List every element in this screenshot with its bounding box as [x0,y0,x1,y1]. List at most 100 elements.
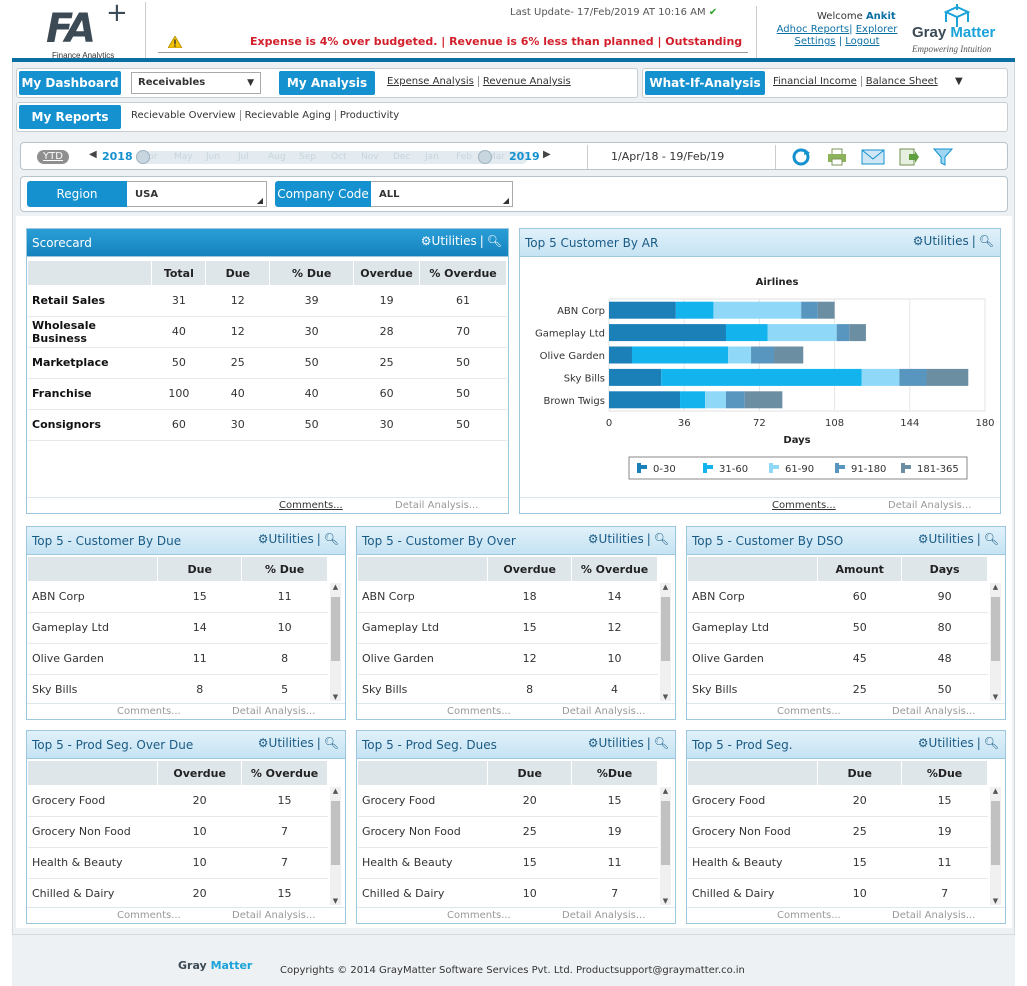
comments-link[interactable]: Comments... [117,910,181,921]
range-end-handle[interactable] [478,150,492,164]
table-scroll-area[interactable]: Due %Due Grocery Food 20 15 Grocery Non Foo… [687,761,1005,907]
table-row[interactable]: Olive Garden 45 48 [688,643,988,675]
company-code-select[interactable]: ALL ◢ [371,181,513,207]
scroll-up-icon[interactable]: ▲ [332,787,339,795]
utilities-menu[interactable]: ⚙Utilities | 🔍︎ [917,736,999,750]
table-row[interactable]: Retail Sales 31 12 39 19 61 [28,285,507,317]
utilities-menu[interactable]: ⚙Utilities | 🔍︎ [912,234,994,248]
detail-analysis-link[interactable]: Detail Analysis... [892,910,976,921]
fa-logo[interactable]: FA + Finance Analytics [34,0,134,60]
utilities-menu[interactable]: ⚙Utilities | 🔍︎ [420,234,502,248]
detail-analysis-link[interactable]: Detail Analysis... [892,706,976,717]
scroll-down-icon[interactable]: ▼ [992,693,999,701]
month-slider[interactable]: Apr May Jun Jul Aug Sep Oct Nov Dec Jan … [136,150,528,164]
link-settings[interactable]: Settings [794,36,836,47]
link-adhoc-reports[interactable]: Adhoc Reports [776,24,850,35]
table-row[interactable]: Sky Bills 8 5 [28,674,328,703]
link-recievable-overview[interactable]: Recievable Overview [127,110,241,121]
table-row[interactable]: Health & Beauty 15 11 [688,847,988,879]
zoom-icon[interactable]: 🔍︎ [323,736,339,750]
more-dropdown-icon[interactable]: ▼ [955,76,963,87]
prev-year-icon[interactable]: ◀ [89,149,97,160]
scroll-up-icon[interactable]: ▲ [662,583,669,591]
detail-analysis-link[interactable]: Detail Analysis... [562,910,646,921]
my-analysis-button[interactable]: My Analysis [279,71,375,95]
scroll-down-icon[interactable]: ▼ [332,693,339,701]
table-row[interactable]: Wholesale Business 40 12 30 28 70 [28,316,507,348]
table-scroll-area[interactable]: Amount Days ABN Corp 60 90 Gameplay Ltd 50 80… [687,557,1005,703]
table-row[interactable]: Health & Beauty 15 11 [358,847,658,879]
link-revenue-analysis[interactable]: Revenue Analysis [482,76,571,87]
scroll-down-icon[interactable]: ▼ [992,897,999,905]
table-row[interactable]: Marketplace 50 25 50 25 50 [28,347,507,379]
zoom-icon[interactable]: 🔍︎ [323,532,339,546]
scroll-thumb[interactable] [331,597,340,661]
range-start-handle[interactable] [136,150,150,164]
scrollbar[interactable]: ▲ ▼ [990,583,1001,701]
scroll-down-icon[interactable]: ▼ [662,693,669,701]
filter-icon[interactable] [933,148,953,166]
link-logout[interactable]: Logout [845,36,880,47]
region-select[interactable]: USA ◢ [127,181,267,207]
scroll-thumb[interactable] [661,801,670,865]
zoom-icon[interactable]: 🔍︎ [983,532,999,546]
table-row[interactable]: Grocery Food 20 15 [358,785,658,817]
print-icon[interactable] [827,148,847,166]
scrollbar[interactable]: ▲ ▼ [990,787,1001,905]
scroll-up-icon[interactable]: ▲ [992,583,999,591]
scroll-down-icon[interactable]: ▼ [332,897,339,905]
comments-link[interactable]: Comments... [777,910,841,921]
table-scroll-area[interactable]: Due % Due ABN Corp 15 11 Gameplay Ltd 14 10 Ol… [27,557,345,703]
table-scroll-area[interactable]: Overdue % Overdue ABN Corp 18 14 Gameplay L… [357,557,675,703]
table-row[interactable]: Gameplay Ltd 50 80 [688,612,988,644]
refresh-icon[interactable] [791,148,811,166]
utilities-menu[interactable]: ⚙Utilities | 🔍︎ [587,532,669,546]
table-row[interactable]: Olive Garden 11 8 [28,643,328,675]
utilities-menu[interactable]: ⚙Utilities | 🔍︎ [587,736,669,750]
table-row[interactable]: Gameplay Ltd 15 12 [358,612,658,644]
table-row[interactable]: Grocery Food 20 15 [688,785,988,817]
table-row[interactable]: Grocery Non Food 25 19 [358,816,658,848]
utilities-menu[interactable]: ⚙Utilities | 🔍︎ [917,532,999,546]
scroll-thumb[interactable] [991,801,1000,865]
table-row[interactable]: Consignors 60 30 50 30 50 [28,409,507,441]
link-expense-analysis[interactable]: Expense Analysis [383,76,479,87]
link-balance-sheet[interactable]: Balance Sheet [865,76,938,87]
table-row[interactable]: Grocery Non Food 25 19 [688,816,988,848]
zoom-icon[interactable]: 🔍︎ [486,234,502,248]
table-row[interactable]: Sky Bills 25 50 [688,674,988,703]
table-row[interactable]: Chilled & Dairy 10 7 [688,878,988,907]
scroll-thumb[interactable] [661,597,670,661]
table-row[interactable]: Grocery Food 20 15 [28,785,328,817]
scroll-thumb[interactable] [991,597,1000,661]
zoom-icon[interactable]: 🔍︎ [983,736,999,750]
my-reports-button[interactable]: My Reports [19,105,121,129]
link-productivity[interactable]: Productivity [339,110,400,121]
table-row[interactable]: Chilled & Dairy 10 7 [358,878,658,907]
ytd-toggle[interactable]: YTD [37,150,69,164]
comments-link[interactable]: Comments... [772,500,836,511]
table-row[interactable]: Gameplay Ltd 14 10 [28,612,328,644]
dashboard-select[interactable]: Receivables ▼ [131,72,261,94]
comments-link[interactable]: Comments... [777,706,841,717]
export-icon[interactable] [899,148,919,166]
zoom-icon[interactable]: 🔍︎ [978,234,994,248]
detail-analysis-link[interactable]: Detail Analysis... [232,910,316,921]
table-scroll-area[interactable]: Overdue % Overdue Grocery Food 20 15 Grocer… [27,761,345,907]
scrollbar[interactable]: ▲ ▼ [330,583,341,701]
table-row[interactable]: ABN Corp 15 11 [28,581,328,613]
comments-link[interactable]: Comments... [279,500,343,511]
table-row[interactable]: ABN Corp 18 14 [358,581,658,613]
table-row[interactable]: Sky Bills 8 4 [358,674,658,703]
link-financial-income[interactable]: Financial Income [769,76,862,87]
table-row[interactable]: Health & Beauty 10 7 [28,847,328,879]
comments-link[interactable]: Comments... [447,910,511,921]
next-year-icon[interactable]: ▶ [543,149,551,160]
scroll-up-icon[interactable]: ▲ [992,787,999,795]
detail-analysis-link[interactable]: Detail Analysis... [395,500,479,511]
table-row[interactable]: Grocery Non Food 10 7 [28,816,328,848]
utilities-menu[interactable]: ⚙Utilities | 🔍︎ [257,532,339,546]
scroll-up-icon[interactable]: ▲ [662,787,669,795]
detail-analysis-link[interactable]: Detail Analysis... [232,706,316,717]
table-scroll-area[interactable]: Due %Due Grocery Food 20 15 Grocery Non Foo… [357,761,675,907]
